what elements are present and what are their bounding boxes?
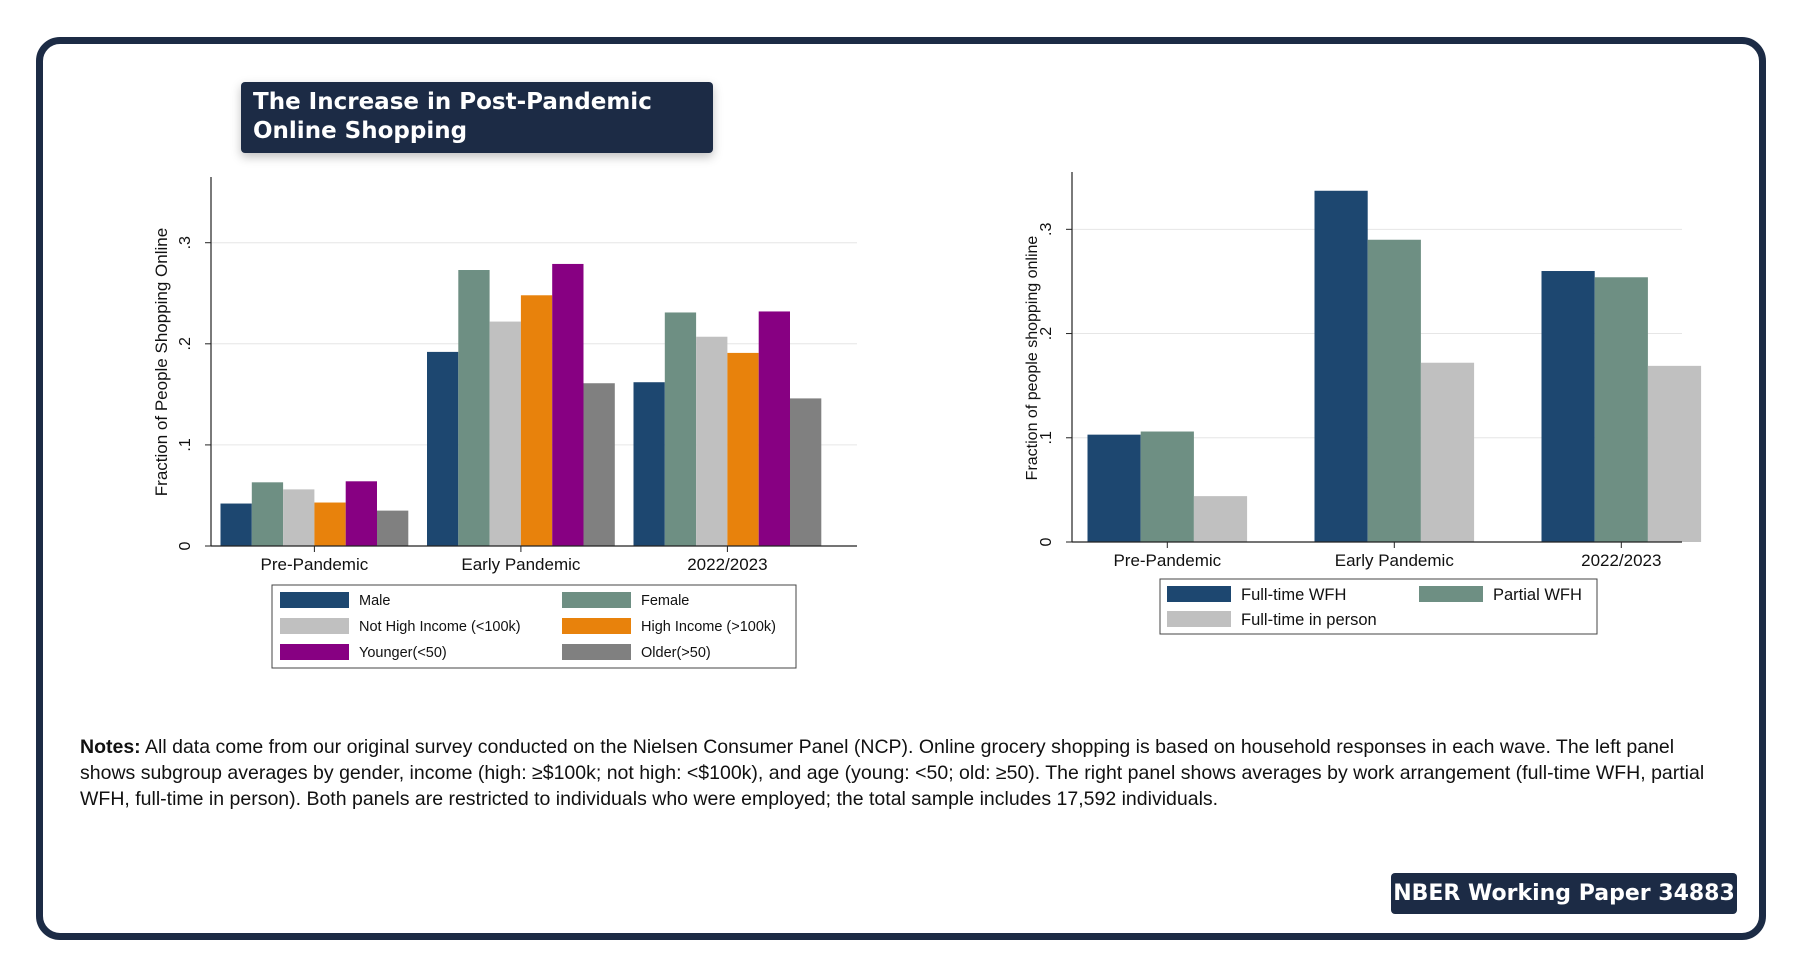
chart1-bar [489,321,521,546]
chart1-legend-swatch [280,592,349,608]
chart1-y-tick-label: 0 [177,541,194,550]
chart2-bar [1541,271,1595,542]
chart1-bar [251,482,284,546]
figure-title: The Increase in Post-Pandemic Online Sho… [241,82,713,153]
chart2-bar [1314,190,1368,542]
chart1-y-axis-label: Fraction of People Shopping Online [152,228,171,496]
card-frame [36,37,1766,940]
chart1-bar [345,481,377,546]
chart1-legend-swatch [280,644,349,660]
chart1-legend-label: Female [641,593,689,609]
chart1-bar [552,263,584,546]
chart1-legend-label: Older(>50) [641,645,711,661]
chart1-legend-swatch [280,618,349,634]
chart1-legend-label: Not High Income (<100k) [359,619,521,635]
chart1-bar [727,352,759,546]
chart1-legend-swatch [562,618,631,634]
chart2-y-tick-label: .1 [1038,431,1055,444]
chart1-legend-box [271,584,797,669]
chart2-bar [1367,239,1421,543]
chart2-bar [1647,365,1702,542]
chart1-bar [314,502,346,546]
chart2-y-axis-label: Fraction of people shopping online [1024,236,1041,481]
chart1-y-tick-label: .2 [177,337,194,350]
chart1-bar [633,382,665,546]
notes-text: All data come from our original survey c… [80,736,1705,810]
chart2-bar [1420,362,1475,542]
chart2-x-tick-label: Pre-Pandemic [1113,551,1221,570]
chart1-y-tick-label: .3 [177,236,194,249]
chart2-legend-label: Partial WFH [1493,586,1582,604]
figure-notes: Notes: All data come from our original s… [80,734,1720,812]
chart2-y-tick-label: 0 [1038,537,1055,546]
chart1-y-tick-label: .1 [177,438,194,451]
chart2-legend-swatch [1419,586,1483,602]
chart1-bar [283,489,315,546]
chart1-legend-label: Younger(<50) [359,645,447,661]
chart2-bar [1140,431,1194,542]
chart1-x-tick-label: Pre-Pandemic [261,555,369,574]
chart1-legend-label: High Income (>100k) [641,619,776,635]
chart1-x-tick-label: Early Pandemic [461,555,581,574]
chart1-legend-swatch [562,644,631,660]
source-badge: NBER Working Paper 34883 [1391,873,1737,914]
chart2-y-tick-label: .2 [1038,327,1055,340]
chart1-bar [427,351,459,546]
chart2-legend-swatch [1167,611,1231,627]
chart1-legend-swatch [562,592,631,608]
chart1-bar [220,503,252,546]
chart2-legend-swatch [1167,586,1231,602]
chart1-bar [790,398,822,546]
chart2-bar [1087,434,1141,542]
chart2-legend-box [1159,578,1598,635]
chart1-legend-label: Male [359,593,390,609]
chart1-bar [458,270,490,546]
chart1-bar [583,383,615,546]
chart2-bar [1193,496,1248,542]
chart1-bar [520,295,553,546]
chart1-bar [377,510,409,546]
chart2-y-tick-label: .3 [1038,223,1055,236]
chart2-x-tick-label: 2022/2023 [1581,551,1661,570]
chart1-bar [664,312,697,546]
chart1-bar [758,311,790,546]
chart2-legend-label: Full-time in person [1241,611,1377,629]
chart2-bar [1594,277,1648,542]
chart1-bar [696,336,728,546]
chart2-x-tick-label: Early Pandemic [1335,551,1455,570]
chart2-legend-label: Full-time WFH [1241,586,1346,604]
notes-label: Notes: [80,736,141,758]
chart1-x-tick-label: 2022/2023 [687,555,767,574]
